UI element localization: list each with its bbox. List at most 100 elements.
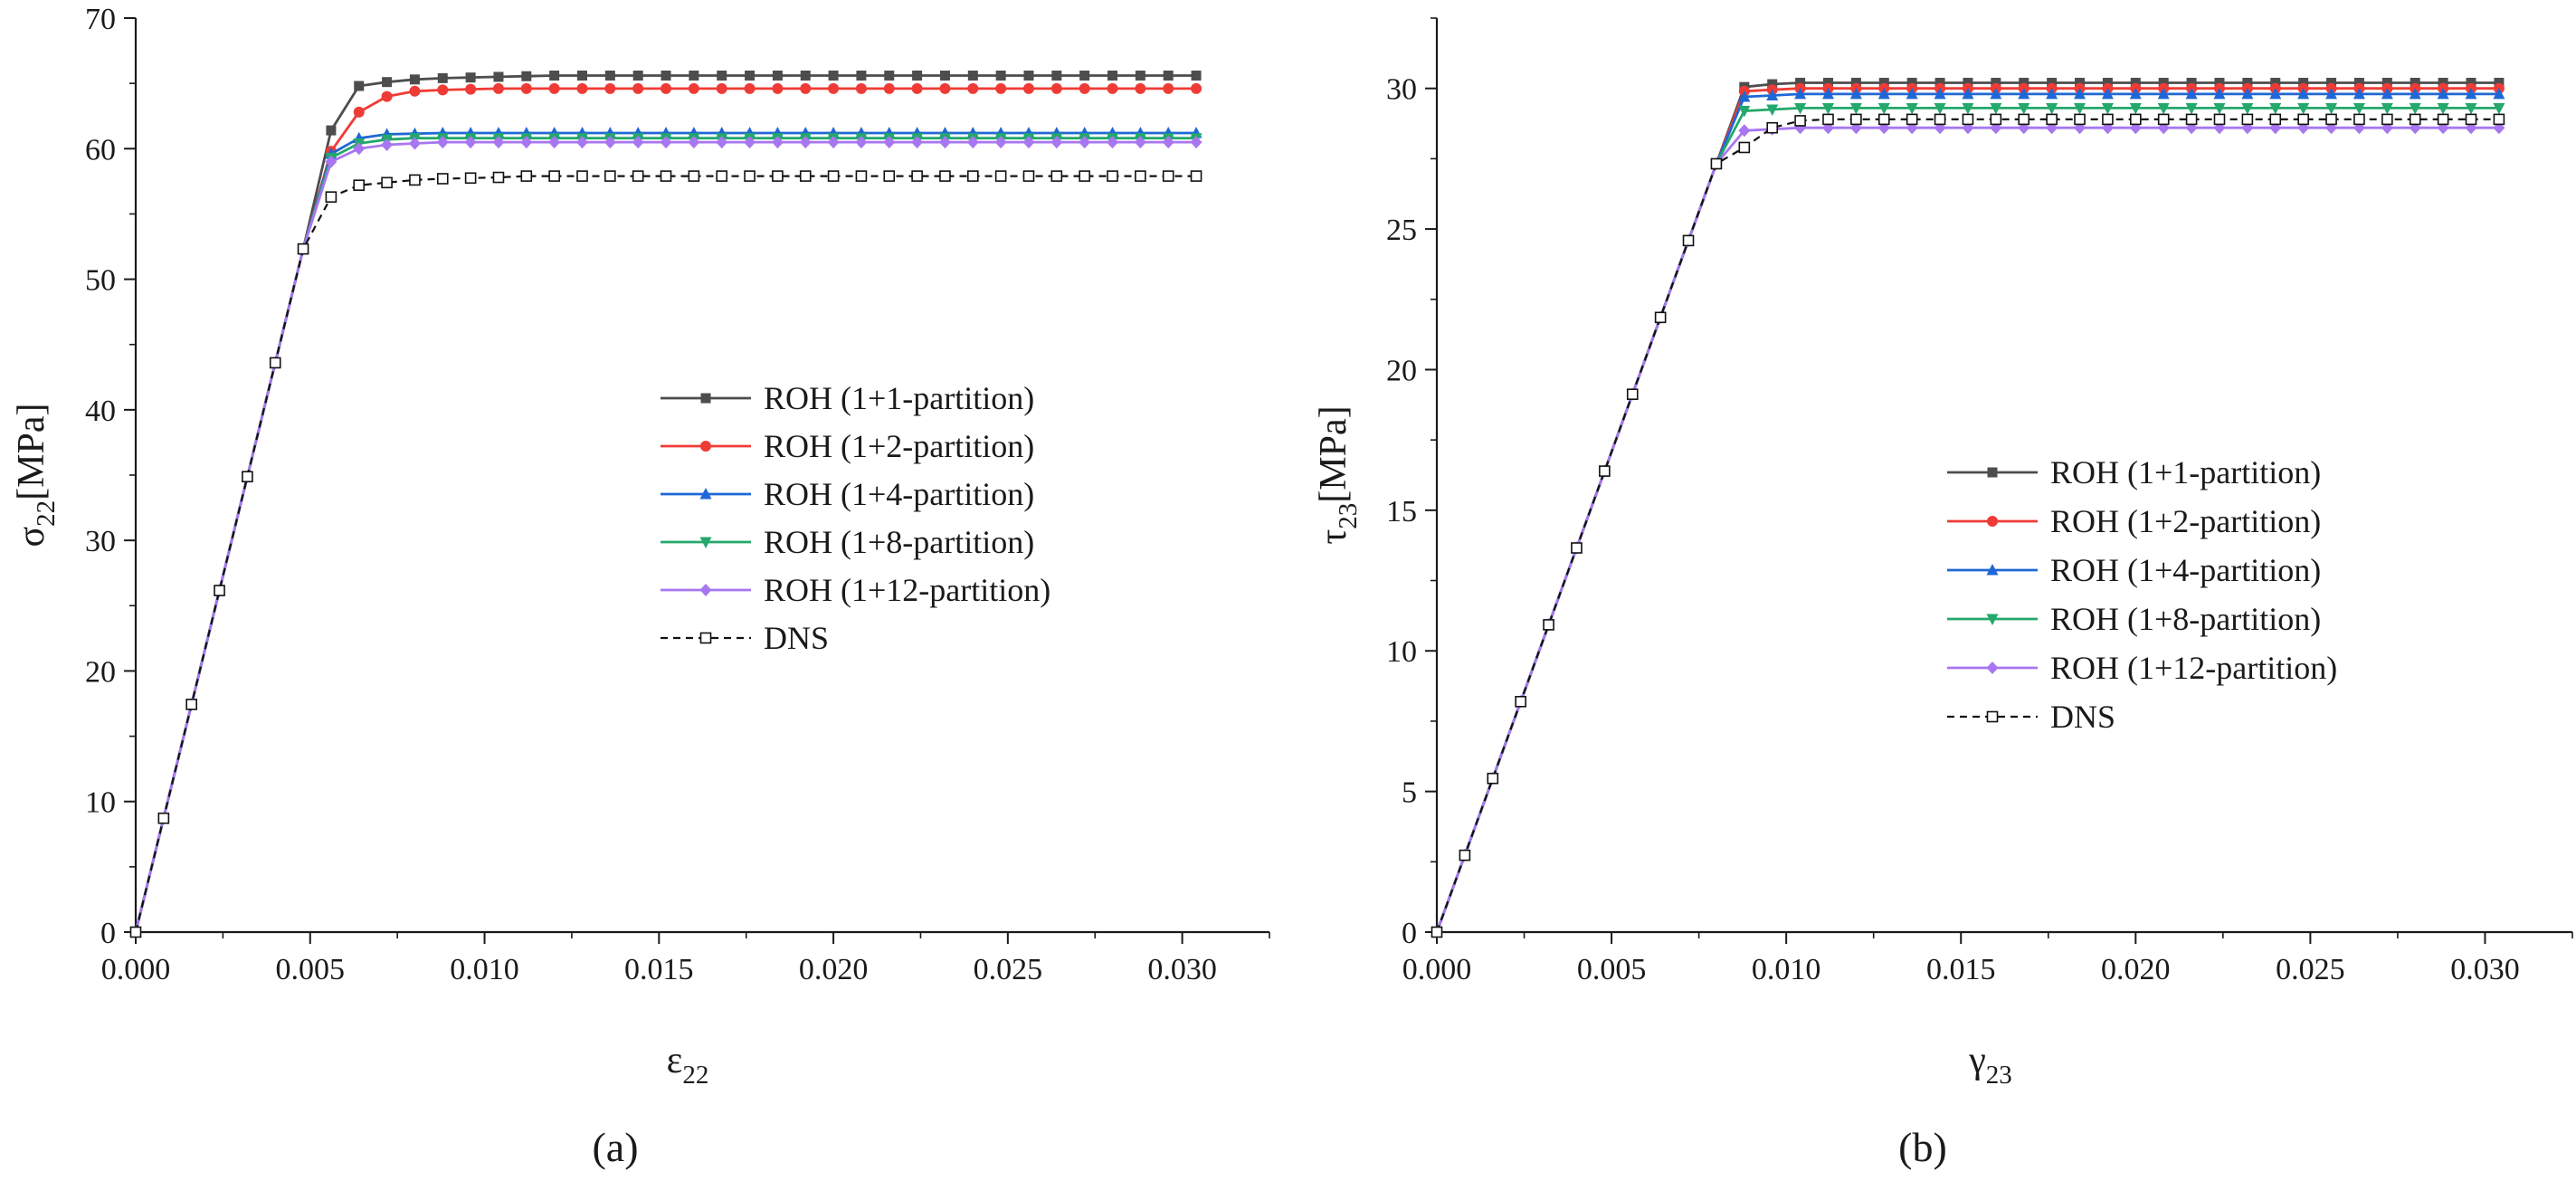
y-tick-label: 0 (1402, 917, 1417, 950)
data-point (353, 142, 366, 156)
data-point (464, 136, 477, 149)
legend-marker (700, 393, 711, 404)
legend-label: DNS (2050, 699, 2115, 735)
data-point (2129, 102, 2142, 115)
data-point (911, 136, 924, 149)
data-point (1107, 170, 1118, 182)
data-point (1877, 87, 1890, 100)
data-point (1934, 113, 1946, 126)
data-point (1163, 70, 1174, 81)
data-point (632, 82, 644, 94)
data-point (604, 136, 616, 149)
data-point (1571, 542, 1583, 554)
data-point (855, 136, 868, 149)
data-point (2241, 102, 2254, 115)
data-point (382, 77, 393, 88)
data-point (800, 82, 812, 94)
data-point (436, 136, 449, 149)
data-point (2074, 102, 2086, 115)
legend-marker (1987, 467, 1998, 478)
data-point (325, 191, 337, 203)
data-point (1990, 87, 2002, 100)
data-point (772, 70, 783, 81)
data-point (242, 471, 253, 483)
panel-label: (a) (592, 1124, 638, 1170)
data-point (1962, 113, 1974, 126)
data-point (1654, 311, 1667, 324)
legend-marker (699, 537, 712, 548)
data-point (1191, 70, 1202, 81)
data-point (2018, 113, 2030, 126)
data-point (2353, 113, 2365, 126)
y-tick-label: 50 (85, 264, 116, 298)
data-point (911, 170, 923, 182)
data-point (966, 170, 979, 182)
data-point (939, 82, 951, 94)
data-point (994, 170, 1007, 182)
data-point (493, 71, 504, 82)
legend-label: ROH (1+1-partition) (764, 380, 1034, 416)
y-tick-label: 0 (100, 917, 116, 950)
y-tick-label: 40 (85, 395, 116, 428)
data-point (1849, 87, 1862, 100)
data-point (1190, 170, 1202, 182)
data-point (2297, 113, 2309, 126)
data-point (2493, 102, 2505, 115)
data-point (632, 70, 643, 81)
x-tick-label: 0.000 (1402, 953, 1472, 986)
data-point (1934, 77, 1945, 88)
data-point (2157, 87, 2170, 100)
data-point (939, 70, 950, 81)
data-point (799, 136, 812, 149)
data-point (1794, 102, 1807, 115)
data-point (465, 72, 476, 83)
data-point (855, 170, 868, 182)
data-point (2074, 87, 2086, 100)
x-tick-label: 0.000 (101, 953, 171, 986)
series-line (1435, 126, 2499, 933)
data-point (2157, 102, 2170, 115)
data-point (129, 926, 142, 938)
data-point (1023, 70, 1034, 81)
data-point (1794, 115, 1806, 127)
data-point (2353, 87, 2365, 100)
data-point (2101, 102, 2114, 115)
data-point (1079, 82, 1090, 94)
data-point (939, 170, 951, 182)
series-line (134, 137, 1196, 933)
data-point (1459, 849, 1471, 862)
data-point (2186, 77, 2197, 88)
series-roh-1-2-partition (1431, 82, 2505, 938)
data-point (1050, 170, 1063, 182)
data-point (660, 136, 672, 149)
data-point (409, 85, 421, 97)
data-point (1682, 234, 1695, 247)
data-point (185, 699, 197, 710)
data-point (2353, 102, 2365, 115)
data-point (1822, 113, 1834, 126)
data-point (745, 70, 756, 81)
legend-marker (1986, 662, 1999, 674)
data-point (2381, 87, 2393, 100)
legend-label: ROH (1+12-partition) (764, 572, 1050, 608)
y-axis-title: τ23[MPa] (1313, 405, 1363, 544)
data-point (632, 136, 644, 149)
data-point (464, 172, 477, 185)
data-point (967, 82, 979, 94)
data-point (2298, 77, 2309, 88)
legend-label: ROH (1+4-partition) (2050, 552, 2321, 588)
data-point (325, 155, 337, 168)
data-point (1710, 157, 1723, 170)
series-roh-1-12-partition (129, 136, 1202, 938)
data-point (353, 179, 366, 191)
data-point (1107, 70, 1118, 81)
data-point (1850, 113, 1862, 126)
data-point (772, 170, 784, 182)
data-point (716, 82, 727, 94)
y-tick-label: 25 (1386, 214, 1417, 247)
data-point (2466, 77, 2476, 88)
data-point (2242, 77, 2253, 88)
data-point (2270, 77, 2281, 88)
x-axis-title: γ23 (1968, 1040, 2012, 1090)
data-point (2297, 87, 2310, 100)
